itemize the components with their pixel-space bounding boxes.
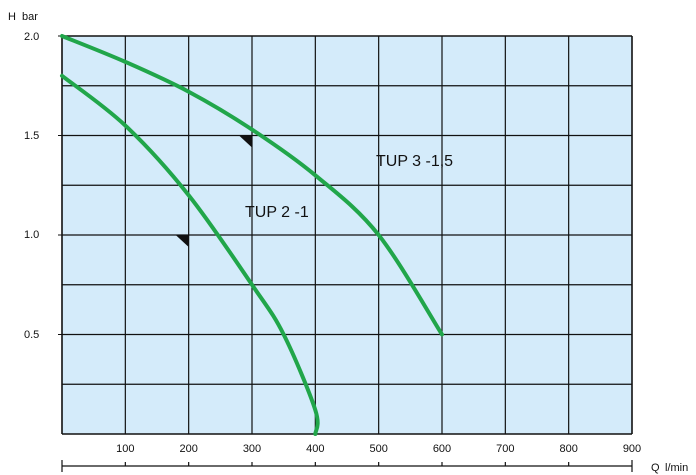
x-tick-label: 200 (179, 443, 197, 455)
y-axis-label-h: H (8, 11, 16, 23)
x-tick-label: 300 (243, 443, 261, 455)
marker-triangle (175, 235, 189, 247)
x-tick-label: 400 (306, 443, 324, 455)
x-tick-label: 100 (116, 443, 134, 455)
x-tick-label: 500 (369, 443, 387, 455)
x-tick-labels: 100 200 300 400 500 600 700 800 900 (116, 443, 641, 455)
x-scale-line (61, 460, 633, 472)
x-tick-label: 800 (559, 443, 577, 455)
y-axis-label-unit: bar (22, 11, 38, 23)
x-tick-label: 600 (433, 443, 451, 455)
series-label-tup3: TUP 3 -1,5 (376, 153, 453, 170)
y-tick-label: 2.0 (24, 31, 39, 43)
y-tick-label: 1.0 (24, 229, 39, 241)
markers (175, 135, 252, 247)
series-line-tup3 (60, 34, 444, 337)
curves (60, 34, 444, 436)
series-line-tup2 (60, 73, 320, 436)
x-tick-label: 900 (623, 443, 641, 455)
marker-triangle (239, 135, 252, 148)
x-axis-label-q: Q (651, 462, 660, 474)
series-label-tup2: TUP 2 -1 (245, 204, 309, 221)
y-tick-label: 0.5 (24, 329, 39, 341)
x-axis-label-unit: l/min (665, 462, 688, 474)
x-tick-label: 700 (496, 443, 514, 455)
y-tick-label: 1.5 (24, 130, 39, 142)
grid (58, 35, 633, 435)
